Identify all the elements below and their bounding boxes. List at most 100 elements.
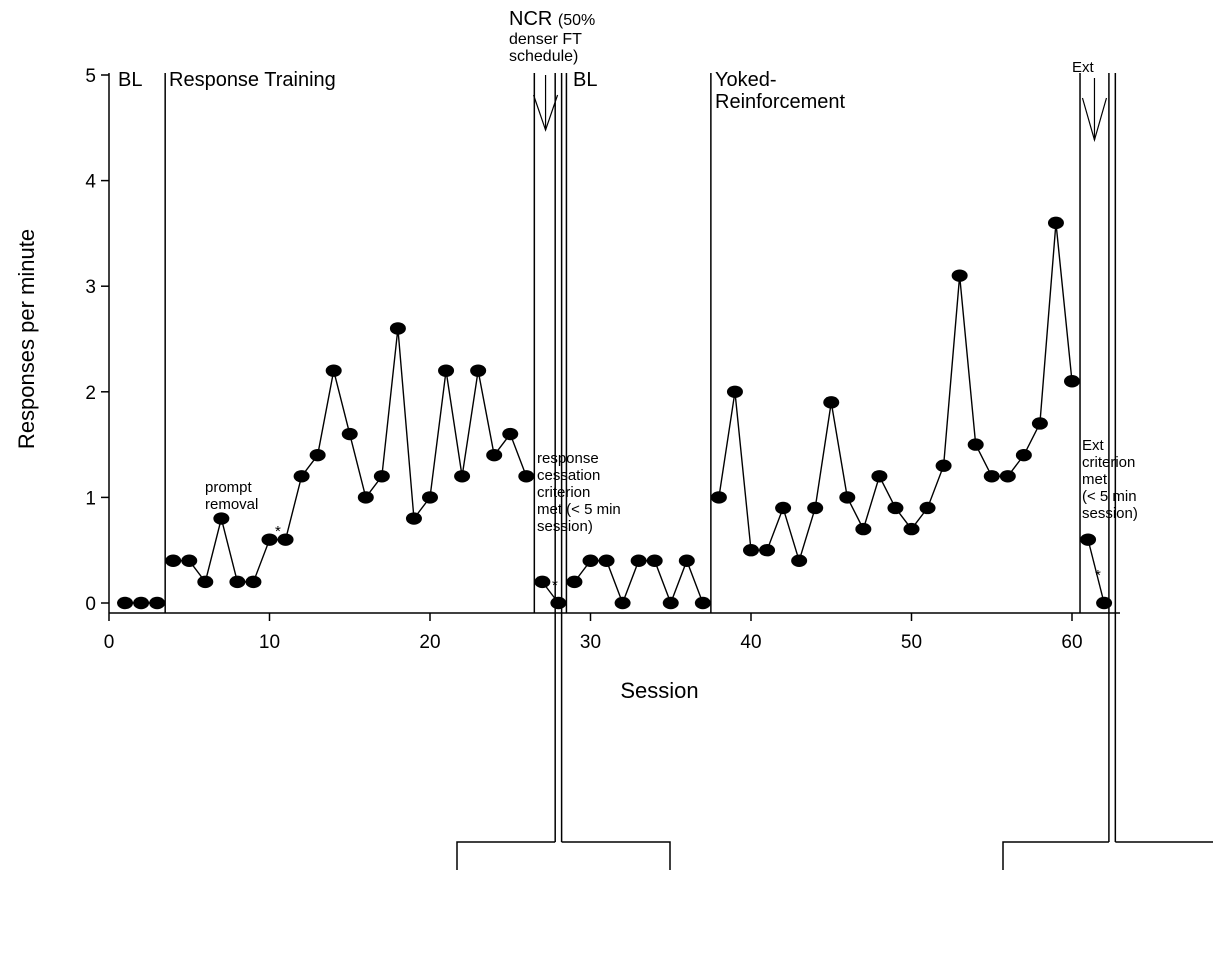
data-point [871, 470, 888, 483]
labels: BL Response Training BL Yoked-Reinforcement… [118, 8, 1138, 594]
data-point [534, 575, 551, 589]
data-point [213, 512, 230, 525]
ext-arrow-head [1081, 97, 1108, 143]
y-tick-label: 2 [85, 383, 96, 404]
phase-label-response-training: Response Training [169, 69, 336, 91]
data-point [630, 554, 647, 567]
annotation-prompt-removal: prompt [205, 479, 253, 496]
annotation-asterisk: * [552, 577, 558, 594]
data-point [983, 470, 1000, 483]
data-point [454, 470, 471, 483]
x-tick-label: 20 [419, 632, 440, 653]
annotation-response-cessation: session) [537, 518, 593, 535]
phase-lines [164, 73, 1117, 842]
phase-label-yoked: Reinforcement [715, 91, 846, 113]
bracket-left [1002, 841, 1109, 870]
annotation-asterisk: * [275, 523, 281, 540]
data-point [422, 491, 438, 504]
data-point [405, 512, 422, 525]
y-axis-title: Responses per minute [14, 229, 39, 449]
data-point [550, 596, 567, 610]
data-point [518, 470, 535, 483]
data-point [791, 554, 808, 567]
y-tick-label: 1 [85, 488, 96, 509]
data-point [486, 448, 503, 462]
data-point [710, 491, 727, 504]
data-point [181, 554, 198, 567]
annotation-response-cessation: criterion [537, 484, 590, 501]
data-point [470, 364, 487, 377]
annotation-ext-criterion: criterion [1082, 454, 1135, 471]
data-point [117, 596, 134, 610]
data-point [1047, 216, 1064, 230]
annotation-ext-criterion: Ext [1082, 437, 1105, 454]
data-point [726, 385, 743, 398]
data-point [999, 470, 1016, 483]
ncr-label-line: schedule) [509, 48, 578, 65]
data-point [149, 596, 166, 610]
data-point [1031, 417, 1048, 430]
data-point [502, 427, 519, 441]
data-point [261, 533, 278, 546]
data-point [229, 575, 246, 589]
data-point [245, 575, 262, 589]
data-point [341, 427, 358, 441]
data-point [133, 596, 150, 610]
y-tick-label: 3 [85, 277, 96, 298]
annotation-ext-criterion: met [1082, 471, 1108, 488]
ncr-label-line: denser FT [509, 31, 582, 48]
data-point [1080, 533, 1097, 546]
bottom-brackets [456, 841, 1213, 870]
annotation-asterisk: * [1095, 567, 1101, 584]
y-tick-label: 0 [85, 594, 96, 615]
bracket-left [456, 841, 556, 870]
data-point [598, 554, 615, 567]
data-point [887, 501, 904, 515]
data-point [967, 438, 984, 451]
data-point [935, 459, 952, 472]
x-tick-label: 10 [259, 632, 280, 653]
data-point [197, 575, 214, 589]
data-point [293, 470, 310, 483]
phase-label-bl: BL [118, 69, 142, 91]
data-point [678, 554, 695, 567]
phase-label-ext: Ext [1072, 59, 1095, 76]
data-point [646, 554, 663, 567]
ncr-arrow-head [532, 94, 559, 132]
annotation-prompt-removal: removal [205, 496, 258, 513]
x-tick-label: 0 [104, 632, 115, 653]
data-point [309, 448, 326, 462]
x-tick-label: 40 [740, 632, 761, 653]
data-point [165, 554, 182, 567]
data-point [277, 533, 294, 546]
y-tick-label: 4 [85, 172, 96, 193]
data-point [582, 554, 599, 567]
data-point [823, 396, 840, 409]
data-point [839, 491, 856, 504]
annotation-ext-criterion: (< 5 min [1082, 488, 1137, 505]
series [117, 216, 1113, 610]
data-point [566, 575, 583, 589]
phase-label-ncr: NCR (50% [509, 8, 595, 30]
data-point [614, 596, 631, 610]
data-point [1015, 448, 1032, 462]
data-point [951, 269, 968, 282]
data-point [662, 596, 679, 610]
y-tick-label: 5 [85, 66, 96, 87]
data-point [357, 491, 374, 504]
x-tick-label: 60 [1061, 632, 1082, 653]
data-point [743, 544, 759, 557]
annotation-response-cessation: met (< 5 min [537, 501, 621, 518]
data-point [903, 522, 920, 536]
data-point [759, 544, 776, 557]
data-point [373, 470, 390, 483]
annotation-response-cessation: response [537, 450, 599, 467]
data-point [807, 501, 824, 515]
series-line [1087, 539, 1105, 604]
data-point [389, 322, 406, 335]
phase-label-bl: BL [573, 69, 597, 91]
data-point [438, 364, 455, 377]
bracket-right [561, 841, 671, 870]
